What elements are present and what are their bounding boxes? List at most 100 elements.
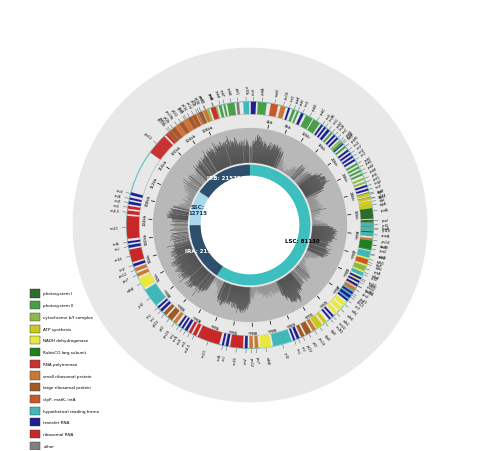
Wedge shape — [292, 111, 299, 124]
Wedge shape — [349, 170, 362, 178]
Wedge shape — [326, 303, 338, 315]
Text: trnR: trnR — [114, 198, 121, 204]
Text: rrn16: rrn16 — [232, 356, 237, 365]
Bar — [30, 407, 40, 415]
Text: rps19: rps19 — [317, 336, 325, 346]
Text: rpoC2: rpoC2 — [142, 132, 152, 141]
Circle shape — [74, 49, 426, 402]
Wedge shape — [314, 125, 323, 137]
Wedge shape — [361, 223, 374, 227]
Bar — [30, 348, 40, 356]
Text: trnY: trnY — [356, 144, 364, 151]
Wedge shape — [196, 113, 204, 126]
Text: 104kb: 104kb — [142, 213, 147, 226]
Text: atpB: atpB — [322, 333, 330, 341]
Text: LSC: 81130: LSC: 81130 — [285, 239, 320, 244]
Text: ndhC: ndhC — [340, 318, 349, 327]
Text: RNA polymerase: RNA polymerase — [44, 362, 78, 366]
Wedge shape — [210, 107, 220, 121]
Text: rrn5: rrn5 — [113, 204, 120, 208]
Wedge shape — [128, 202, 141, 207]
Text: psbT: psbT — [219, 89, 224, 97]
Text: cytochrome b/f complex: cytochrome b/f complex — [44, 315, 94, 319]
Text: NADH dehydrogenase: NADH dehydrogenase — [44, 339, 88, 343]
Wedge shape — [183, 120, 194, 133]
Text: clpP, matK, intA: clpP, matK, intA — [44, 397, 76, 401]
Text: SSC:
12715: SSC: 12715 — [188, 205, 207, 216]
Wedge shape — [181, 318, 190, 329]
Wedge shape — [271, 330, 292, 346]
Bar — [30, 395, 40, 403]
Wedge shape — [210, 107, 219, 121]
Wedge shape — [250, 102, 256, 115]
Text: rpl22: rpl22 — [170, 109, 178, 118]
Wedge shape — [192, 323, 202, 336]
Wedge shape — [323, 133, 333, 143]
Text: 36kb: 36kb — [352, 229, 358, 239]
Wedge shape — [350, 174, 363, 181]
Wedge shape — [353, 262, 366, 272]
Wedge shape — [357, 249, 370, 258]
Wedge shape — [356, 189, 368, 195]
Wedge shape — [128, 244, 141, 249]
Text: rpl33: rpl33 — [378, 193, 387, 199]
Text: ndhI: ndhI — [374, 265, 382, 272]
Wedge shape — [358, 201, 372, 206]
Text: ATP synthesis: ATP synthesis — [44, 327, 72, 331]
Text: trnI: trnI — [300, 345, 306, 352]
Text: 88kb: 88kb — [163, 286, 172, 296]
Text: rrn16: rrn16 — [114, 257, 123, 262]
Wedge shape — [244, 336, 248, 349]
Wedge shape — [129, 198, 142, 203]
Text: psbC: psbC — [320, 107, 327, 116]
Wedge shape — [136, 269, 149, 277]
Wedge shape — [317, 127, 326, 138]
Text: trnR: trnR — [176, 336, 184, 345]
Wedge shape — [324, 307, 334, 318]
Wedge shape — [342, 156, 353, 165]
Text: 124kb: 124kb — [184, 133, 197, 143]
Text: trnH: trnH — [116, 189, 124, 194]
Wedge shape — [337, 292, 348, 302]
Wedge shape — [188, 117, 197, 130]
Wedge shape — [178, 315, 187, 327]
Wedge shape — [348, 167, 360, 175]
Wedge shape — [326, 135, 336, 146]
Text: rpl23: rpl23 — [152, 319, 160, 328]
Wedge shape — [296, 113, 304, 126]
Text: rps7: rps7 — [255, 356, 260, 364]
Text: ndhJ: ndhJ — [350, 308, 358, 316]
Wedge shape — [360, 221, 374, 236]
Text: 116kb: 116kb — [158, 159, 168, 171]
Text: rps19: rps19 — [162, 328, 172, 338]
Wedge shape — [200, 112, 207, 124]
Text: trnC: trnC — [342, 127, 349, 134]
Wedge shape — [334, 295, 346, 306]
Wedge shape — [358, 239, 372, 250]
Text: 16kb: 16kb — [316, 143, 326, 152]
Text: rps15: rps15 — [364, 289, 374, 296]
Wedge shape — [332, 143, 342, 152]
Wedge shape — [338, 283, 355, 301]
Wedge shape — [330, 299, 342, 311]
Wedge shape — [184, 319, 194, 331]
Bar — [30, 301, 40, 309]
Text: 76kb: 76kb — [209, 321, 220, 328]
Text: 112kb: 112kb — [150, 176, 158, 189]
Text: petL: petL — [371, 171, 379, 178]
Text: rps19b: rps19b — [164, 110, 174, 121]
Text: trnL: trnL — [146, 312, 154, 319]
Text: trnQ: trnQ — [290, 94, 296, 101]
Text: 80kb: 80kb — [192, 312, 202, 321]
Text: psbD: psbD — [312, 102, 319, 111]
Wedge shape — [278, 106, 286, 120]
Wedge shape — [188, 322, 197, 334]
Wedge shape — [217, 165, 310, 286]
Text: rpl14: rpl14 — [184, 101, 192, 110]
Wedge shape — [328, 138, 338, 148]
Text: ycf2: ycf2 — [137, 301, 145, 308]
Wedge shape — [335, 147, 346, 156]
Text: trnT: trnT — [360, 151, 368, 158]
Text: psaC: psaC — [378, 249, 387, 254]
Wedge shape — [198, 113, 205, 125]
